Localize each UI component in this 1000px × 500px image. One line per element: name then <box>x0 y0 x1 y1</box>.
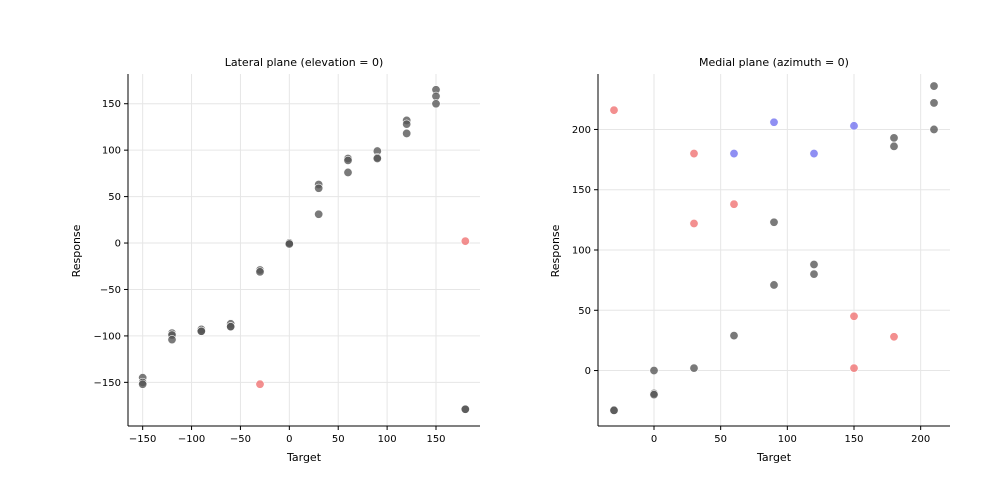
scatter-points <box>609 81 939 415</box>
scatter-point <box>809 149 819 159</box>
y-tick-label: 0 <box>115 239 121 250</box>
chart-title: Medial plane (azimuth = 0) <box>699 56 849 69</box>
lateral-plane-panel: Lateral plane (elevation = 0) Target Res… <box>70 56 480 464</box>
scatter-point <box>929 124 939 134</box>
scatter-point <box>729 149 739 159</box>
scatter-point <box>167 335 177 345</box>
x-tick-label: −150 <box>129 434 156 445</box>
scatter-point <box>929 98 939 108</box>
scatter-point <box>769 217 779 227</box>
x-axis-label: Target <box>286 451 322 464</box>
scatter-point <box>809 259 819 269</box>
y-tick-label: 100 <box>572 246 591 257</box>
x-tick-label: −50 <box>230 434 251 445</box>
scatter-point <box>689 149 699 159</box>
scatter-point <box>929 81 939 91</box>
x-tick-label: 50 <box>332 434 345 445</box>
x-axis-label: Target <box>756 451 792 464</box>
scatter-point <box>314 209 324 219</box>
scatter-point <box>889 133 899 143</box>
x-tick-label: −100 <box>178 434 205 445</box>
scatter-point <box>689 218 699 228</box>
y-tick-label: −50 <box>100 285 121 296</box>
scatter-point <box>649 390 659 400</box>
y-tick-label: 0 <box>585 366 591 377</box>
x-tick-label: 50 <box>714 434 727 445</box>
x-tick-label: 150 <box>844 434 863 445</box>
scatter-point <box>226 322 236 332</box>
y-tick-label: 200 <box>572 125 591 136</box>
y-axis-label: Response <box>70 224 83 277</box>
scatter-point <box>372 154 382 164</box>
scatter-point <box>849 121 859 131</box>
scatter-point <box>460 236 470 246</box>
scatter-point <box>255 267 265 277</box>
y-tick-label: 50 <box>108 192 121 203</box>
x-tick-label: 150 <box>426 434 445 445</box>
scatter-point <box>431 99 441 109</box>
scatter-point <box>889 141 899 151</box>
scatter-point <box>402 128 412 138</box>
y-tick-label: 150 <box>102 99 121 110</box>
scatter-point <box>343 167 353 177</box>
scatter-point <box>889 332 899 342</box>
scatter-point <box>460 404 470 414</box>
y-tick-label: −150 <box>94 378 121 389</box>
x-tick-label: 100 <box>778 434 797 445</box>
scatter-point <box>343 155 353 165</box>
x-tick-label: 100 <box>378 434 397 445</box>
y-axis-label: Response <box>549 224 562 277</box>
y-tick-label: 150 <box>572 185 591 196</box>
scatter-point <box>609 105 619 115</box>
y-tick-label: −100 <box>94 331 121 342</box>
scatter-point <box>314 183 324 193</box>
scatter-point <box>138 379 148 389</box>
scatter-point <box>849 311 859 321</box>
scatter-point <box>609 405 619 415</box>
scatter-point <box>689 363 699 373</box>
scatter-point <box>196 326 206 336</box>
x-tick-label: 200 <box>911 434 930 445</box>
scatter-point <box>255 379 265 389</box>
scatter-point <box>729 331 739 341</box>
scatter-point <box>809 269 819 279</box>
scatter-point <box>769 117 779 127</box>
scatter-point <box>769 280 779 290</box>
medial-plane-panel: Medial plane (azimuth = 0) Target Respon… <box>549 56 950 464</box>
scatter-point <box>729 199 739 209</box>
scatter-point <box>849 363 859 373</box>
x-tick-label: 0 <box>651 434 657 445</box>
y-tick-label: 50 <box>578 306 591 317</box>
chart-title: Lateral plane (elevation = 0) <box>225 56 384 69</box>
grid <box>128 74 480 426</box>
x-tick-label: 0 <box>286 434 292 445</box>
scatter-point <box>284 239 294 249</box>
scatter-points <box>138 85 470 414</box>
scatter-point <box>649 366 659 376</box>
scatter-point <box>402 119 412 129</box>
y-tick-label: 100 <box>102 146 121 157</box>
